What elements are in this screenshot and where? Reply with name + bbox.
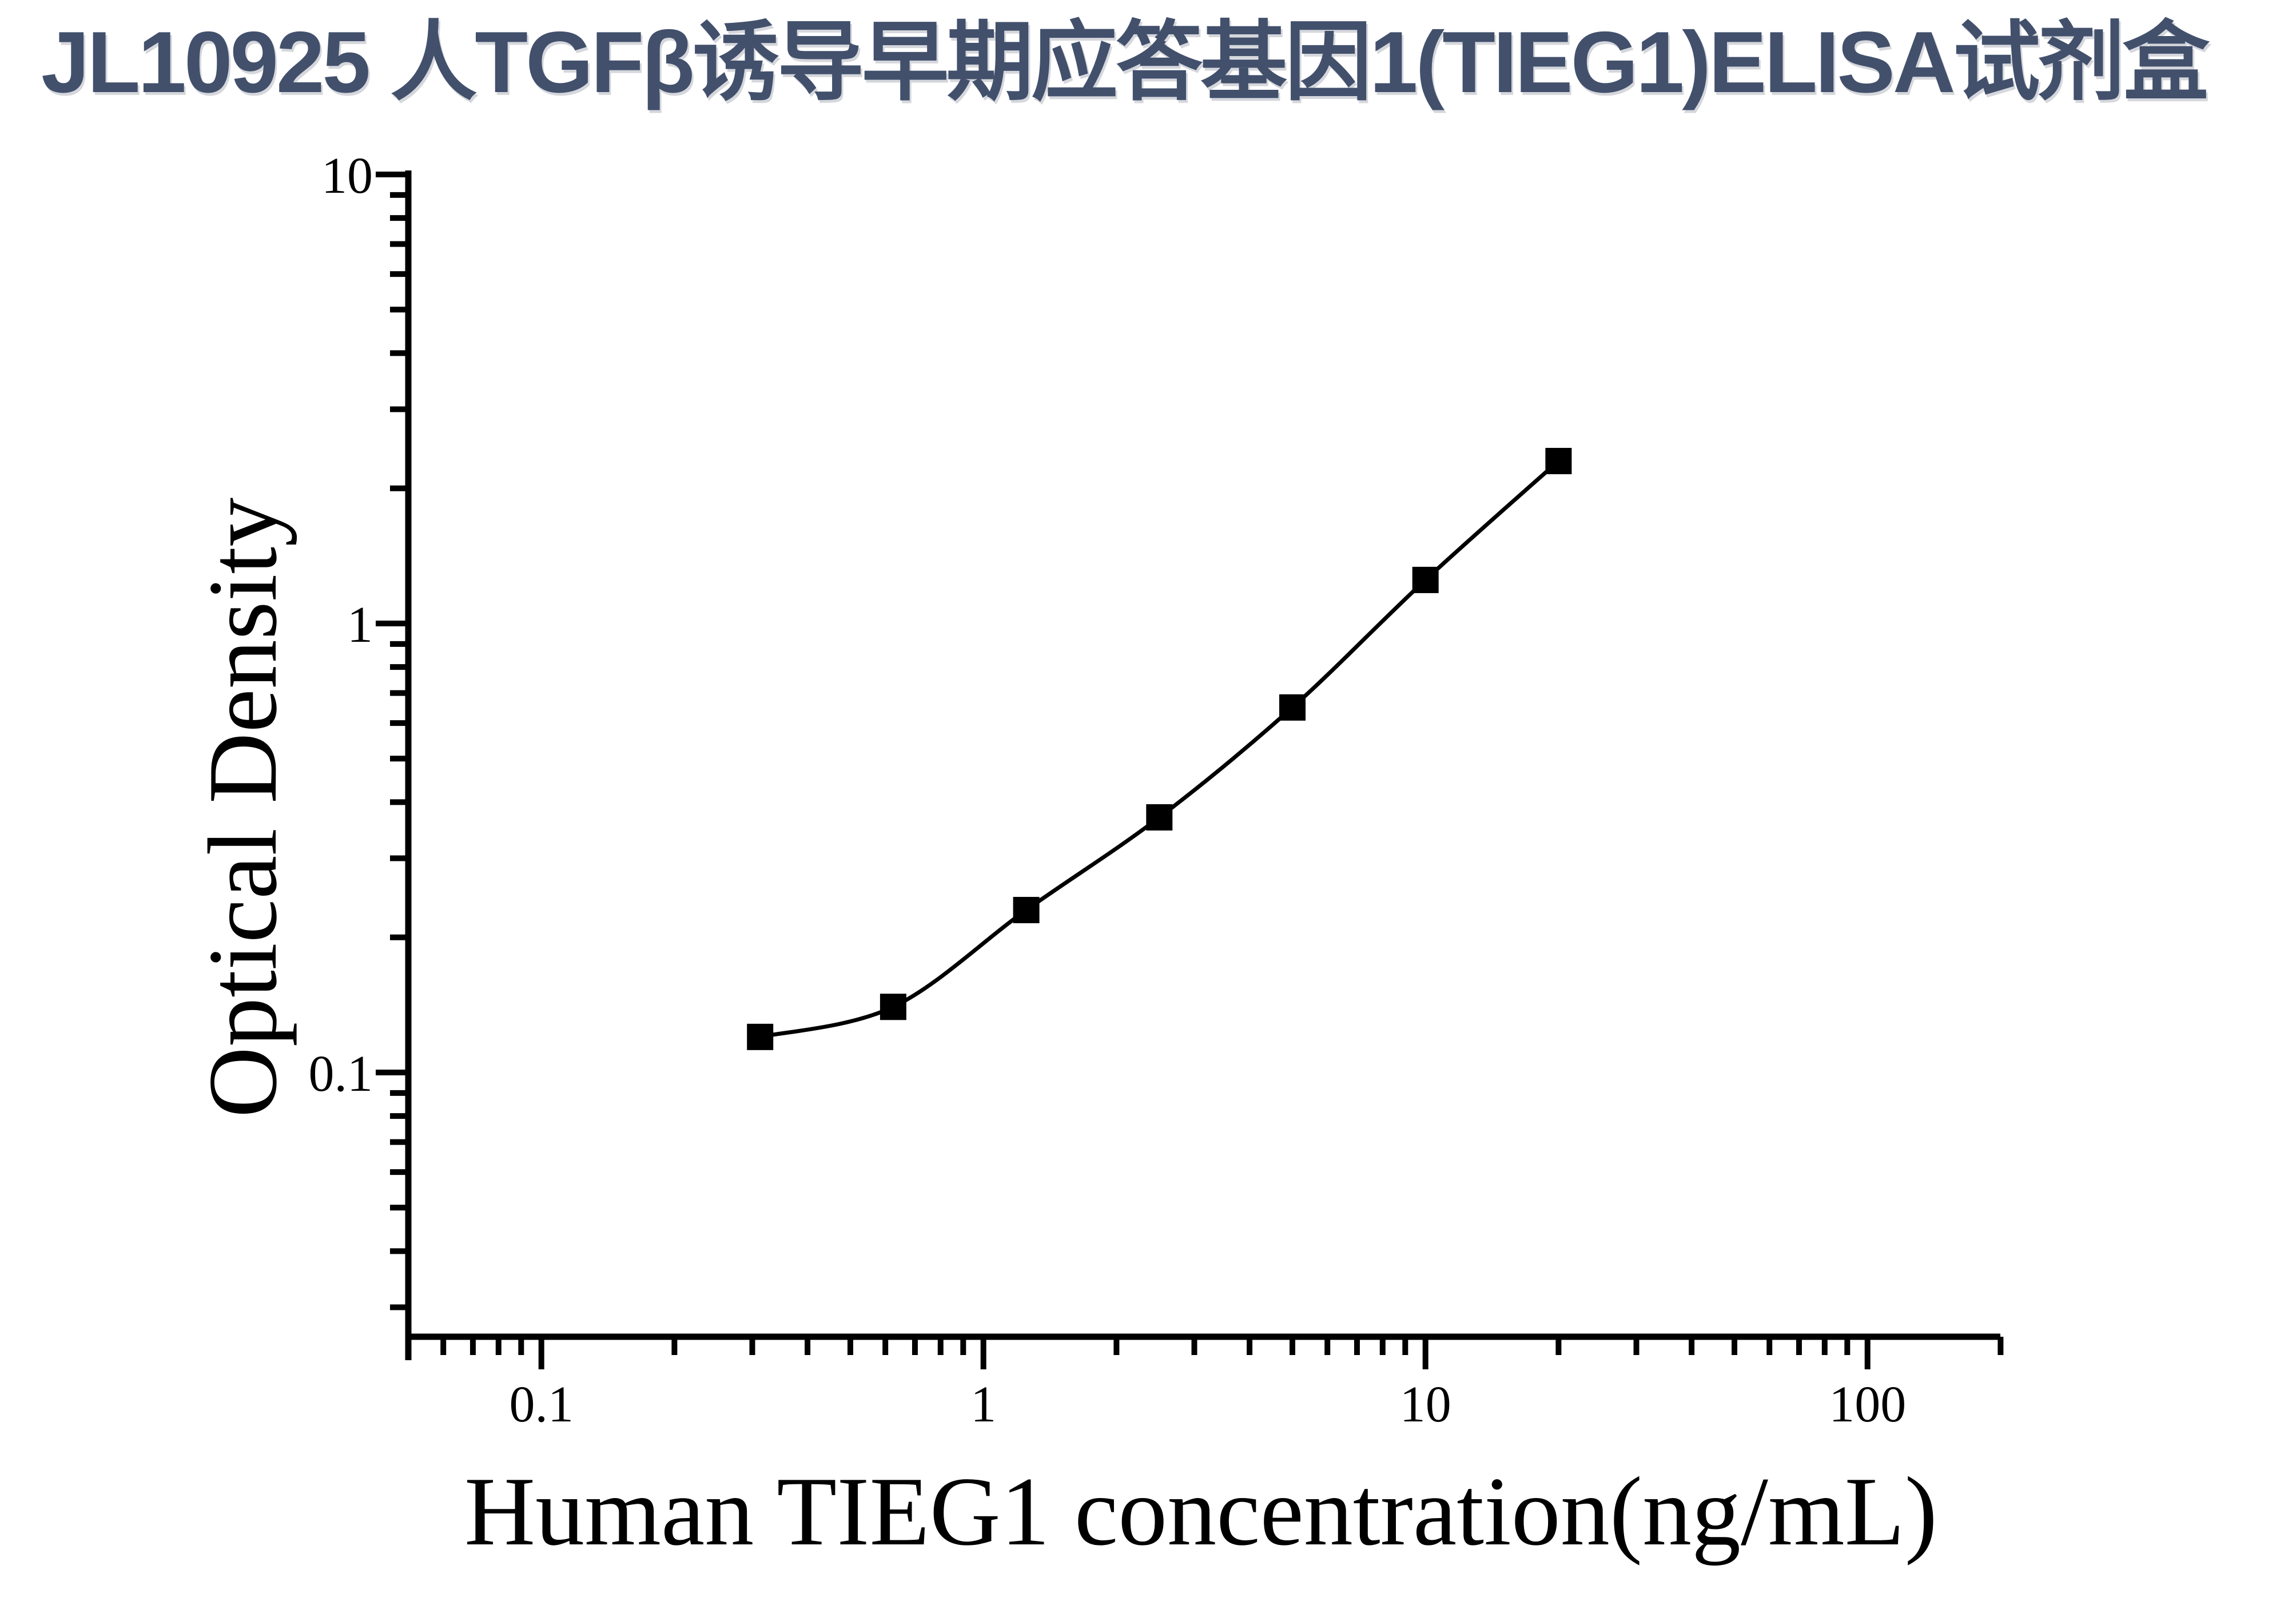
axis-ticks <box>376 172 2004 1369</box>
data-point-marker <box>747 1023 774 1050</box>
data-point-marker <box>1279 694 1306 721</box>
axes <box>405 170 2000 1360</box>
page-title: JL10925 人TGFβ诱导早期应答基因1(TIEG1)ELISA试剂盒 <box>41 14 2210 111</box>
data-point-marker <box>1412 566 1439 593</box>
data-point-marker <box>1146 804 1173 831</box>
x-axis-title: Human TIEG1 concentration(ng/mL) <box>464 1457 1937 1566</box>
y-tick-label: 0.1 <box>309 1046 373 1102</box>
y-tick-label: 1 <box>347 597 373 653</box>
data-point-marker <box>880 994 906 1020</box>
axis-tick-labels: 0.1 1 10 100 0.1 1 10 <box>309 148 1907 1433</box>
y-axis-title: Optical Density <box>189 498 297 1118</box>
x-tick-label: 0.1 <box>509 1376 574 1433</box>
y-tick-label: 10 <box>321 148 373 204</box>
standard-curve-line <box>758 459 1561 1039</box>
data-point-marker <box>1545 448 1572 475</box>
x-tick-label: 100 <box>1829 1376 1906 1433</box>
data-point-markers <box>747 448 1572 1050</box>
x-tick-label: 10 <box>1400 1376 1451 1433</box>
standard-curve <box>758 459 1561 1039</box>
data-point-marker <box>1013 897 1040 924</box>
x-tick-label: 1 <box>970 1376 996 1433</box>
